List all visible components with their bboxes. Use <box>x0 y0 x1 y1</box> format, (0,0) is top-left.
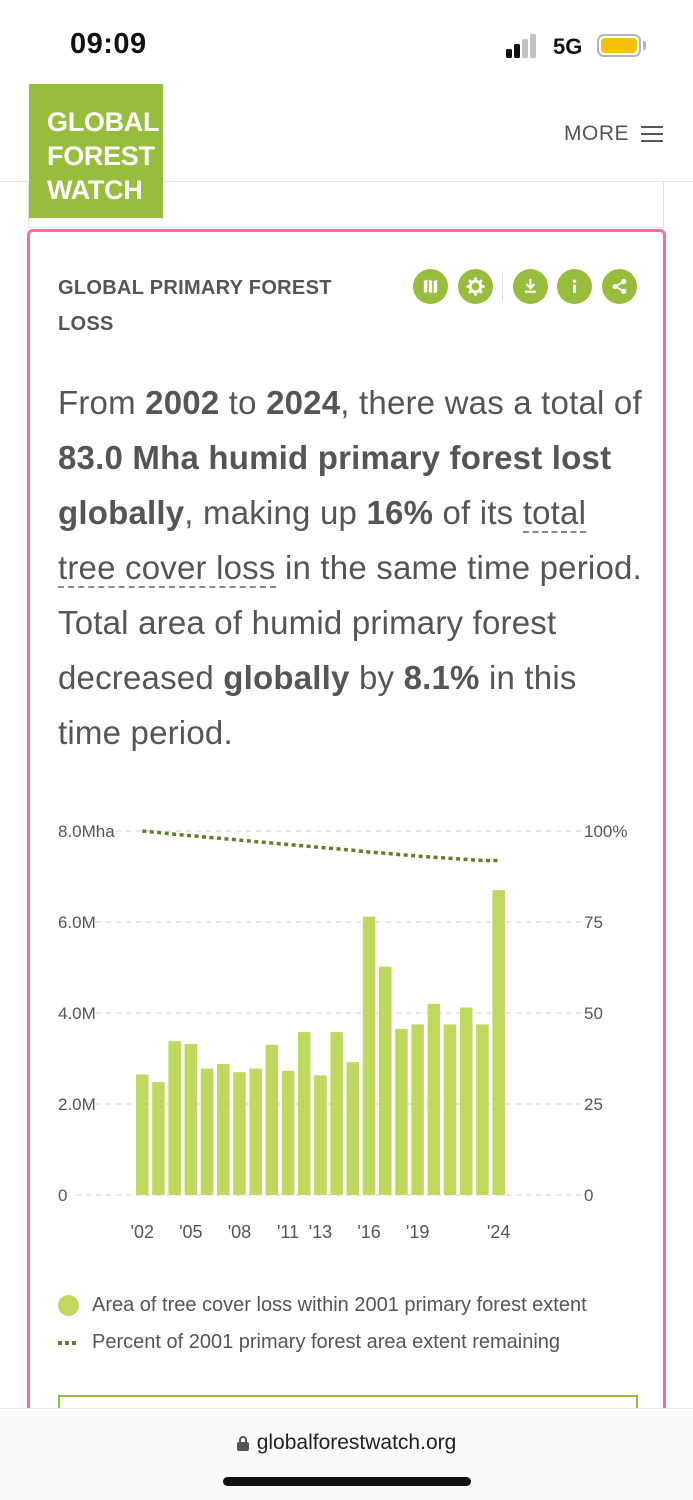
bar <box>395 1028 408 1195</box>
bar <box>346 1062 360 1195</box>
y-tick-label-right: 100% <box>584 822 627 841</box>
sentence-text: , making up <box>184 494 367 531</box>
total-tree-cover-loss-link[interactable]: total tree cover loss <box>58 494 587 588</box>
lock-icon <box>236 1435 249 1451</box>
map-button[interactable] <box>413 269 448 304</box>
x-tick-label: '16 <box>357 1222 380 1242</box>
share-icon <box>612 278 627 295</box>
x-tick-label: '05 <box>179 1222 202 1242</box>
y-tick-label-left: 0 <box>58 1186 67 1205</box>
end-year: 2024 <box>266 384 341 421</box>
y-tick-label-left: 6.0M <box>58 913 96 932</box>
settings-button[interactable] <box>458 269 493 304</box>
hamburger-icon <box>641 126 663 142</box>
network-label: 5G <box>553 34 583 59</box>
bar <box>281 1070 295 1195</box>
download-button[interactable] <box>513 269 548 304</box>
legend-swatch-bars <box>58 1295 79 1316</box>
bar <box>330 1032 343 1195</box>
bar <box>379 966 392 1195</box>
info-icon <box>572 279 577 294</box>
battery-icon <box>597 34 641 57</box>
sentence-text: to <box>219 384 267 421</box>
bar <box>476 1024 489 1195</box>
toolbar-separator <box>502 272 503 301</box>
x-tick-label: '02 <box>131 1222 154 1242</box>
y-tick-label-left: 4.0M <box>58 1004 96 1023</box>
previous-card-edge <box>28 182 664 228</box>
legend-item-line: Percent of 2001 primary forest area exte… <box>58 1324 658 1361</box>
bar <box>184 1043 198 1195</box>
y-tick-label-right: 0 <box>584 1186 593 1205</box>
share-button[interactable] <box>602 269 637 304</box>
legend-swatch-line <box>58 1340 79 1345</box>
bar <box>217 1063 230 1195</box>
bar <box>314 1075 327 1195</box>
legend-label-bars: Area of tree cover loss within 2001 prim… <box>92 1294 587 1316</box>
battery-cap <box>643 41 646 50</box>
site-header: GLOBAL FOREST WATCH MORE <box>0 84 693 218</box>
bar <box>492 890 505 1195</box>
bar <box>298 1032 311 1195</box>
chart-legend: Area of tree cover loss within 2001 prim… <box>58 1287 658 1361</box>
forest-loss-chart: 0 2.0M 4.0M 6.0M 8.0Mha 0 25 50 75 100% '02 '05 '08 '… <box>58 822 627 1242</box>
sentence-text: by <box>349 659 404 696</box>
bar <box>249 1068 262 1195</box>
legend-label-line: Percent of 2001 primary forest area exte… <box>92 1331 561 1353</box>
bar <box>443 1024 457 1195</box>
loss-share: 16% <box>366 494 434 531</box>
more-label: MORE <box>564 122 629 145</box>
y-tick-label-right: 50 <box>584 1004 603 1023</box>
scope-location: globally <box>223 659 350 696</box>
sentence-text: in this time period. <box>58 659 577 751</box>
area-decrease: 8.1% <box>403 659 480 696</box>
x-tick-label: '19 <box>406 1222 429 1242</box>
legend-item-bars: Area of tree cover loss within 2001 prim… <box>58 1287 658 1324</box>
primary-forest-loss-widget: GLOBAL PRIMARY FOREST LOSS From 2002 to … <box>27 229 666 1489</box>
bar <box>233 1072 246 1195</box>
status-bar: 09:09 5G <box>0 0 693 84</box>
sentence-text: of its <box>433 494 523 531</box>
logo-line: WATCH <box>47 175 143 205</box>
bar <box>200 1068 214 1195</box>
start-year: 2002 <box>145 384 220 421</box>
bar <box>427 1003 441 1195</box>
logo-line: GLOBAL <box>47 107 160 137</box>
bar <box>460 1007 473 1195</box>
y-tick-label-right: 25 <box>584 1095 603 1114</box>
loss-amount: 83.0 Mha humid primary forest lost globa… <box>58 439 612 531</box>
y-tick-label-right: 75 <box>584 913 603 932</box>
sentence-text: in the same time period. Total area of h… <box>58 549 642 696</box>
bar <box>136 1074 149 1195</box>
status-time: 09:09 <box>70 28 147 60</box>
bar <box>168 1041 181 1195</box>
x-tick-label: '24 <box>487 1222 510 1242</box>
bar <box>265 1044 279 1195</box>
home-indicator[interactable] <box>223 1477 471 1486</box>
logo-line: FOREST <box>47 141 155 171</box>
x-tick-label: '08 <box>228 1222 251 1242</box>
signal-icon <box>506 34 544 58</box>
x-tick-label: '11 <box>277 1222 299 1242</box>
download-icon <box>524 278 537 293</box>
info-button[interactable] <box>557 269 592 304</box>
browser-bar: globalforestwatch.org <box>0 1408 693 1500</box>
gfw-logo[interactable]: GLOBAL FOREST WATCH <box>29 84 163 218</box>
address-bar[interactable]: globalforestwatch.org <box>0 1431 693 1455</box>
x-tick-label: '13 <box>309 1222 332 1242</box>
y-tick-label-left: 8.0Mha <box>58 822 115 841</box>
bar <box>411 1024 424 1195</box>
bar <box>362 916 376 1195</box>
more-menu-button[interactable]: MORE <box>564 121 663 147</box>
widget-sentence: From 2002 to 2024, there was a total of … <box>58 375 648 760</box>
y-tick-label-left: 2.0M <box>58 1095 96 1114</box>
percent-line <box>142 829 499 863</box>
bar <box>152 1082 165 1195</box>
widget-title: GLOBAL PRIMARY FOREST LOSS <box>58 277 332 335</box>
url-text: globalforestwatch.org <box>256 1431 457 1454</box>
sentence-text: , there was a total of <box>340 384 642 421</box>
map-icon <box>423 279 438 294</box>
gear-icon <box>466 277 485 296</box>
sentence-text: From <box>58 384 146 421</box>
